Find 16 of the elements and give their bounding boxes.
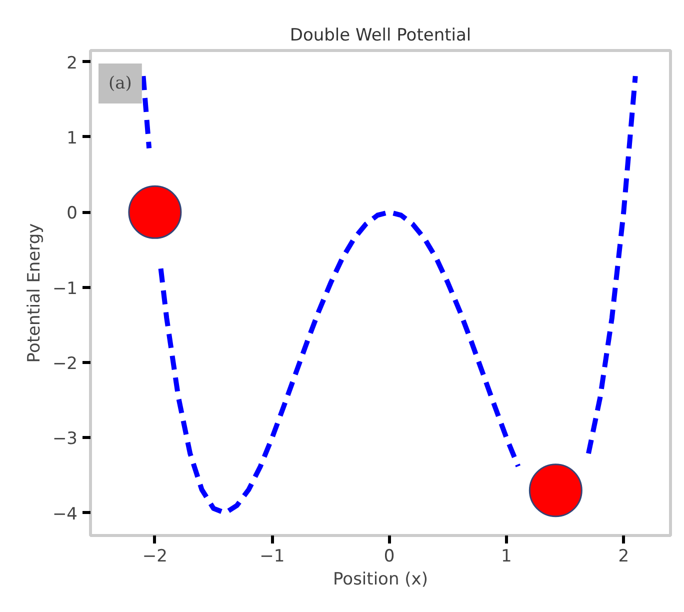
y-tick-label: −4: [52, 504, 78, 524]
x-tick-label: −2: [142, 546, 168, 566]
x-axis-title: Position (x): [333, 570, 428, 590]
y-tick-label: 2: [66, 53, 78, 74]
y-tick-label: 0: [66, 204, 78, 224]
x-tick-label: −1: [260, 546, 285, 566]
y-tick-label: 1: [66, 128, 78, 148]
y-tick-label: −1: [52, 278, 78, 299]
annotation: (a): [108, 74, 132, 94]
y-tick-label: −3: [52, 429, 78, 450]
x-tick-label: 1: [501, 546, 512, 566]
x-tick-label: 0: [384, 546, 395, 566]
y-tick-label: −2: [52, 354, 78, 374]
x-tick-label: 2: [618, 546, 630, 566]
y-axis-title: Potential Energy: [24, 223, 44, 363]
chart-title: Double Well Potential: [290, 26, 472, 46]
